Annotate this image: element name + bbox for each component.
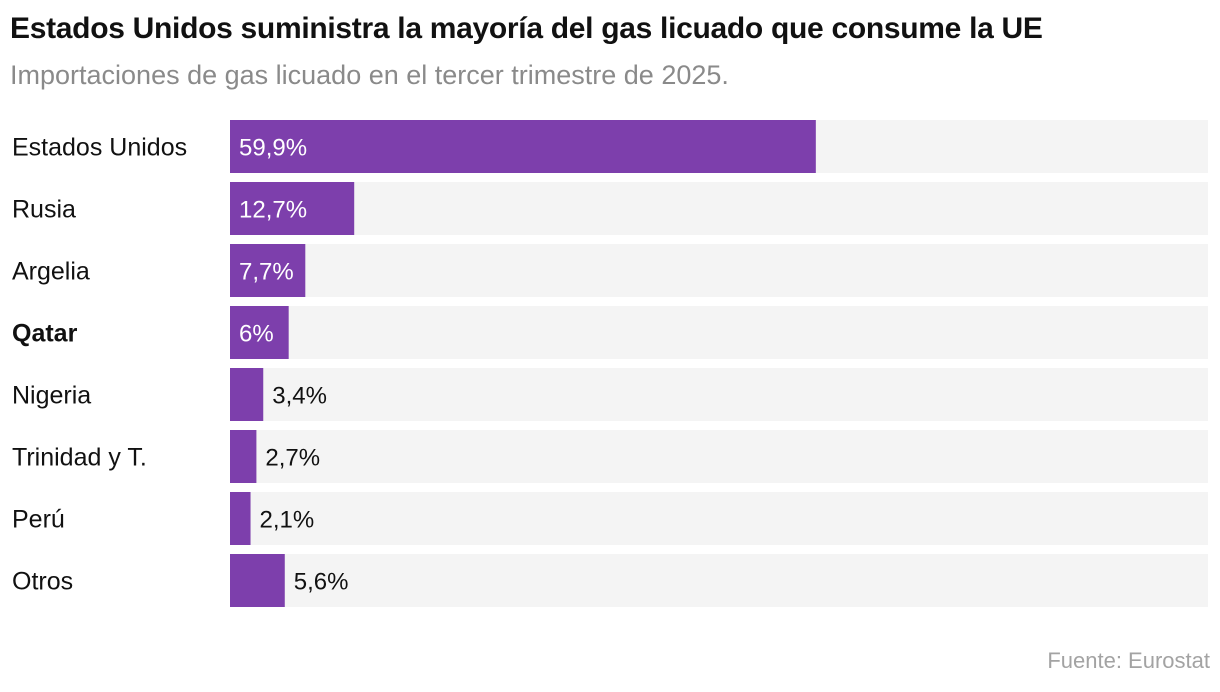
bar-trinidad-y-t: [230, 430, 257, 483]
bar-row-estados-unidos: Estados Unidos 59,9%: [12, 120, 1208, 173]
bar-otros: [230, 554, 285, 607]
value-label-peru: 2,1%: [260, 507, 315, 534]
bar-qatar: [230, 306, 289, 359]
value-label-nigeria: 3,4%: [272, 383, 327, 410]
bar-estados-unidos: [230, 120, 816, 173]
bar-track-qatar: [230, 306, 1208, 359]
category-label-otros: Otros: [12, 568, 73, 596]
bar-row-argelia: Argelia 7,7%: [12, 244, 1208, 297]
bar-peru: [230, 492, 251, 545]
bar-rusia: [230, 182, 355, 235]
bar-track-estados-unidos: [230, 120, 1208, 173]
bar-row-peru: Perú 2,1%: [12, 492, 1208, 545]
value-label-trinidad-y-t: 2,7%: [265, 445, 320, 472]
value-label-estados-unidos: 59,9%: [239, 135, 307, 162]
bar-track-peru: [230, 492, 1208, 545]
value-label-argelia: 7,7%: [239, 259, 294, 286]
bar-row-qatar: Qatar 6%: [12, 306, 1208, 359]
category-label-rusia: Rusia: [12, 196, 76, 224]
category-label-trinidad-y-t: Trinidad y T.: [12, 444, 147, 472]
bar-row-otros: Otros 5,6%: [12, 554, 1208, 607]
category-label-estados-unidos: Estados Unidos: [12, 134, 187, 162]
category-label-qatar: Qatar: [12, 320, 78, 348]
source-note: Fuente: Eurostat: [1047, 648, 1210, 673]
chart-subtitle: Importaciones de gas licuado en el terce…: [10, 60, 729, 90]
value-label-qatar: 6%: [239, 321, 274, 348]
bar-row-rusia: Rusia 12,7%: [12, 182, 1208, 235]
bar-track-rusia: [230, 182, 1208, 235]
bar-row-trinidad-y-t: Trinidad y T. 2,7%: [12, 430, 1208, 483]
value-label-otros: 5,6%: [294, 569, 349, 596]
bar-nigeria: [230, 368, 264, 421]
bar-track-argelia: [230, 244, 1208, 297]
category-label-nigeria: Nigeria: [12, 382, 91, 410]
bar-row-nigeria: Nigeria 3,4%: [12, 368, 1208, 421]
bar-argelia: [230, 244, 306, 297]
chart-title: Estados Unidos suministra la mayoría del…: [10, 12, 1043, 45]
category-label-peru: Perú: [12, 506, 65, 534]
value-label-rusia: 12,7%: [239, 197, 307, 224]
category-label-argelia: Argelia: [12, 258, 90, 286]
bar-track-nigeria: [230, 368, 1208, 421]
bar-track-otros: [230, 554, 1208, 607]
bar-track-trinidad-y-t: [230, 430, 1208, 483]
